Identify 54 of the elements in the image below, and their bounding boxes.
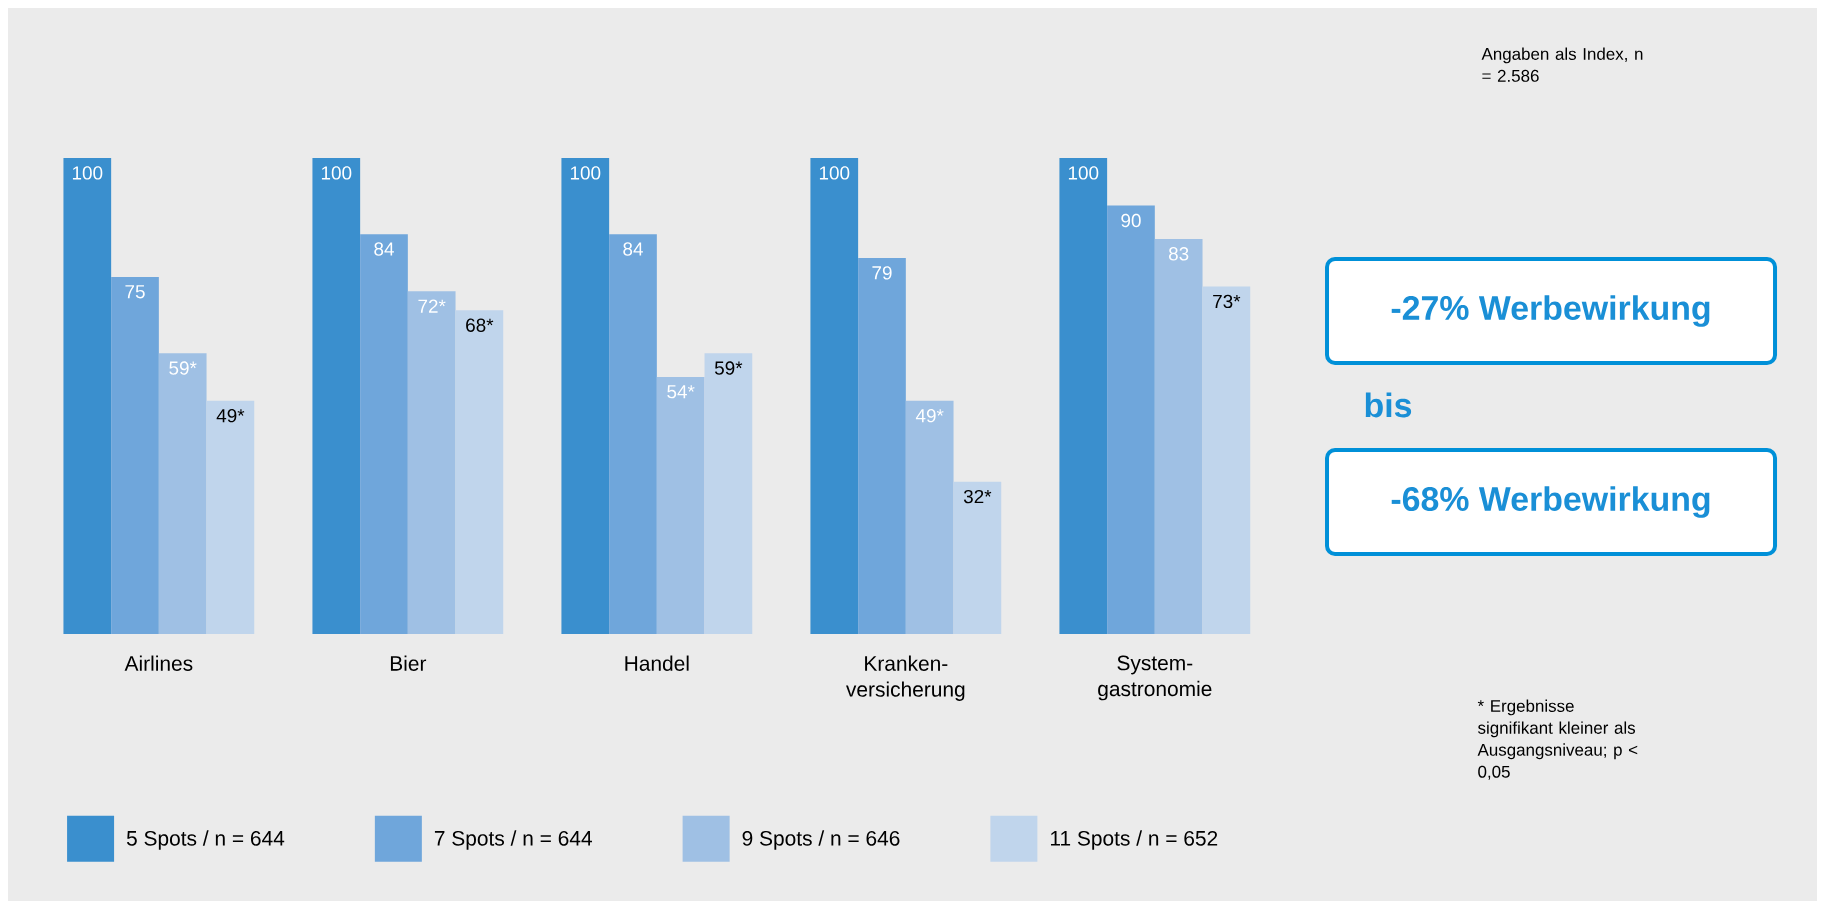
legend-label: 7 Spots / n = 644 — [434, 830, 592, 850]
data-label: 100 — [321, 166, 352, 180]
data-label: 90 — [1121, 213, 1141, 228]
bar — [905, 400, 954, 634]
bar — [63, 157, 112, 634]
bar — [561, 157, 610, 634]
data-label: 59* — [714, 361, 743, 375]
data-label: 100 — [570, 166, 601, 180]
x-tick-label: Airlines — [124, 655, 193, 671]
data-label: 49* — [216, 408, 245, 423]
x-tick-label: Bier — [390, 655, 427, 671]
bar — [111, 277, 159, 634]
bar — [609, 234, 657, 634]
x-tick-label: System-gastronomie — [1098, 655, 1212, 701]
bar — [407, 291, 456, 634]
bar — [704, 353, 753, 634]
text: -68% Werbewirkung — [1391, 486, 1710, 518]
legend-label: 5 Spots / n = 644 — [126, 830, 285, 850]
data-label: 72* — [418, 299, 446, 313]
data-label: 49* — [915, 408, 944, 423]
data-label: 83 — [1168, 247, 1189, 261]
x-tick-label: Handel — [625, 655, 689, 671]
data-label: 59* — [169, 361, 197, 375]
data-label: 84 — [623, 242, 643, 256]
bar — [1059, 157, 1108, 634]
data-label: 79 — [872, 266, 892, 280]
text: -27% Werbewirkung — [1391, 295, 1710, 327]
text: Angaben als Index, n = 2.586 — [1481, 47, 1643, 82]
bar — [158, 353, 207, 634]
bar — [206, 400, 255, 634]
legend-label: 9 Spots / n = 646 — [742, 830, 900, 850]
bar — [1202, 286, 1251, 634]
data-label: 100 — [819, 166, 850, 180]
bar — [1154, 238, 1203, 634]
bar — [455, 310, 504, 634]
data-label: 68* — [466, 318, 494, 332]
data-label: 100 — [72, 166, 103, 180]
data-label: 100 — [1068, 166, 1099, 180]
data-label: 84 — [374, 242, 394, 256]
data-label: 75 — [125, 285, 145, 299]
data-label: 73* — [1213, 294, 1241, 309]
bar — [360, 234, 408, 634]
bar — [312, 157, 361, 634]
x-tick-label: Kranken-versicherung — [846, 655, 965, 701]
text: bis — [1365, 392, 1412, 418]
bar — [858, 257, 906, 634]
bar — [1107, 205, 1155, 634]
data-label: 54* — [667, 385, 695, 399]
bar — [810, 157, 859, 634]
legend-label: 11 Spots / n = 652 — [1050, 830, 1218, 850]
text: * Ergebnisse signifikant kleiner als Ausgangsniveau; p < 0,05 — [1477, 699, 1638, 780]
bar — [656, 376, 705, 634]
data-label: 32* — [963, 489, 992, 504]
bar — [953, 481, 1002, 634]
